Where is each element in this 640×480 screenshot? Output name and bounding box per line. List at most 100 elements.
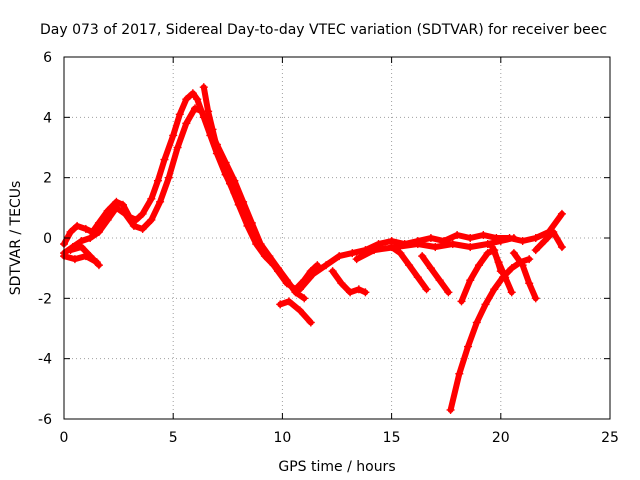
data-point xyxy=(348,249,357,258)
data-point xyxy=(453,230,462,239)
data-point xyxy=(274,264,283,273)
data-point xyxy=(446,405,455,414)
data-point xyxy=(466,243,475,252)
data-point xyxy=(483,240,492,249)
data-point xyxy=(509,234,518,242)
data-point xyxy=(494,258,503,267)
data-point xyxy=(518,237,527,246)
data-point xyxy=(164,173,173,182)
x-tick-label: 25 xyxy=(601,430,619,446)
series-arc-10 xyxy=(418,252,453,297)
data-point xyxy=(457,297,466,306)
data-point xyxy=(153,176,162,185)
data-point xyxy=(66,227,75,236)
data-point xyxy=(474,261,483,270)
data-point xyxy=(243,221,252,230)
data-point xyxy=(518,261,527,270)
x-tick-label: 5 xyxy=(169,430,178,446)
data-point xyxy=(306,318,315,327)
data-point xyxy=(426,234,435,242)
data-point xyxy=(219,161,228,170)
data-point xyxy=(204,107,213,116)
data-point xyxy=(138,224,147,233)
data-point xyxy=(169,131,178,140)
y-tick-label: -2 xyxy=(38,291,52,307)
data-point xyxy=(435,276,444,285)
x-tick-label: 15 xyxy=(383,430,401,446)
data-point xyxy=(225,179,234,188)
data-point xyxy=(525,255,534,264)
series-arc-8 xyxy=(328,267,370,297)
data-point xyxy=(208,125,217,134)
series-arc-9 xyxy=(387,243,431,294)
y-tick-label: 2 xyxy=(43,171,52,187)
data-point xyxy=(328,267,337,276)
data-point xyxy=(284,297,293,306)
data-point xyxy=(175,110,184,119)
data-point xyxy=(156,197,165,206)
data-point xyxy=(346,288,355,297)
data-point xyxy=(540,237,549,246)
data-point xyxy=(496,237,505,246)
data-point xyxy=(531,234,540,242)
data-point xyxy=(466,276,475,285)
series-arc-4 xyxy=(66,243,103,270)
y-tick-label: 0 xyxy=(43,231,52,247)
series-line xyxy=(489,244,515,296)
data-point xyxy=(173,143,182,152)
data-point xyxy=(269,261,278,270)
series-arc-11 xyxy=(446,255,534,414)
series-arc-16 xyxy=(352,234,518,264)
data-point xyxy=(129,221,138,230)
data-point xyxy=(94,227,103,236)
data-point xyxy=(121,209,130,218)
data-point xyxy=(448,240,457,249)
series-line xyxy=(447,256,533,413)
data-point xyxy=(525,279,534,288)
chart-title: Day 073 of 2017, Sidereal Day-to-day VTE… xyxy=(40,22,607,38)
ticks xyxy=(63,56,611,420)
data-point xyxy=(557,209,566,218)
y-tick-label: -6 xyxy=(38,412,52,428)
data-point xyxy=(300,294,309,303)
data-point xyxy=(132,215,141,224)
data-point xyxy=(322,261,331,270)
data-point xyxy=(549,227,558,236)
series-line xyxy=(61,105,308,302)
series-line xyxy=(532,229,565,254)
data-point xyxy=(191,104,200,113)
data-point xyxy=(77,243,86,252)
data-point xyxy=(481,300,490,309)
data-point xyxy=(147,215,156,224)
x-axis-label: GPS time / hours xyxy=(278,459,395,475)
data-point xyxy=(422,285,431,294)
data-point xyxy=(531,294,540,303)
data-point xyxy=(472,318,481,327)
data-point xyxy=(466,234,475,242)
data-point xyxy=(73,221,82,230)
data-point xyxy=(182,119,191,128)
data-point xyxy=(464,342,473,351)
data-point xyxy=(431,243,440,252)
data-point xyxy=(234,200,243,209)
data-point xyxy=(260,252,269,261)
x-tick-label: 0 xyxy=(60,430,69,446)
data-point xyxy=(455,369,464,378)
data-point xyxy=(147,194,156,203)
data-point xyxy=(295,285,304,294)
data-point xyxy=(252,240,261,249)
data-point xyxy=(413,273,422,282)
data-point xyxy=(413,240,422,249)
data-point xyxy=(490,285,499,294)
data-point xyxy=(531,246,540,255)
y-tick-label: 6 xyxy=(43,50,52,66)
data-point xyxy=(557,243,566,252)
series-line xyxy=(353,235,517,263)
data-point xyxy=(291,288,300,297)
series-arc-2 xyxy=(60,104,309,303)
data-point xyxy=(405,261,414,270)
data-point xyxy=(509,249,518,258)
series-arc-15 xyxy=(531,227,566,255)
data-point xyxy=(354,285,363,294)
